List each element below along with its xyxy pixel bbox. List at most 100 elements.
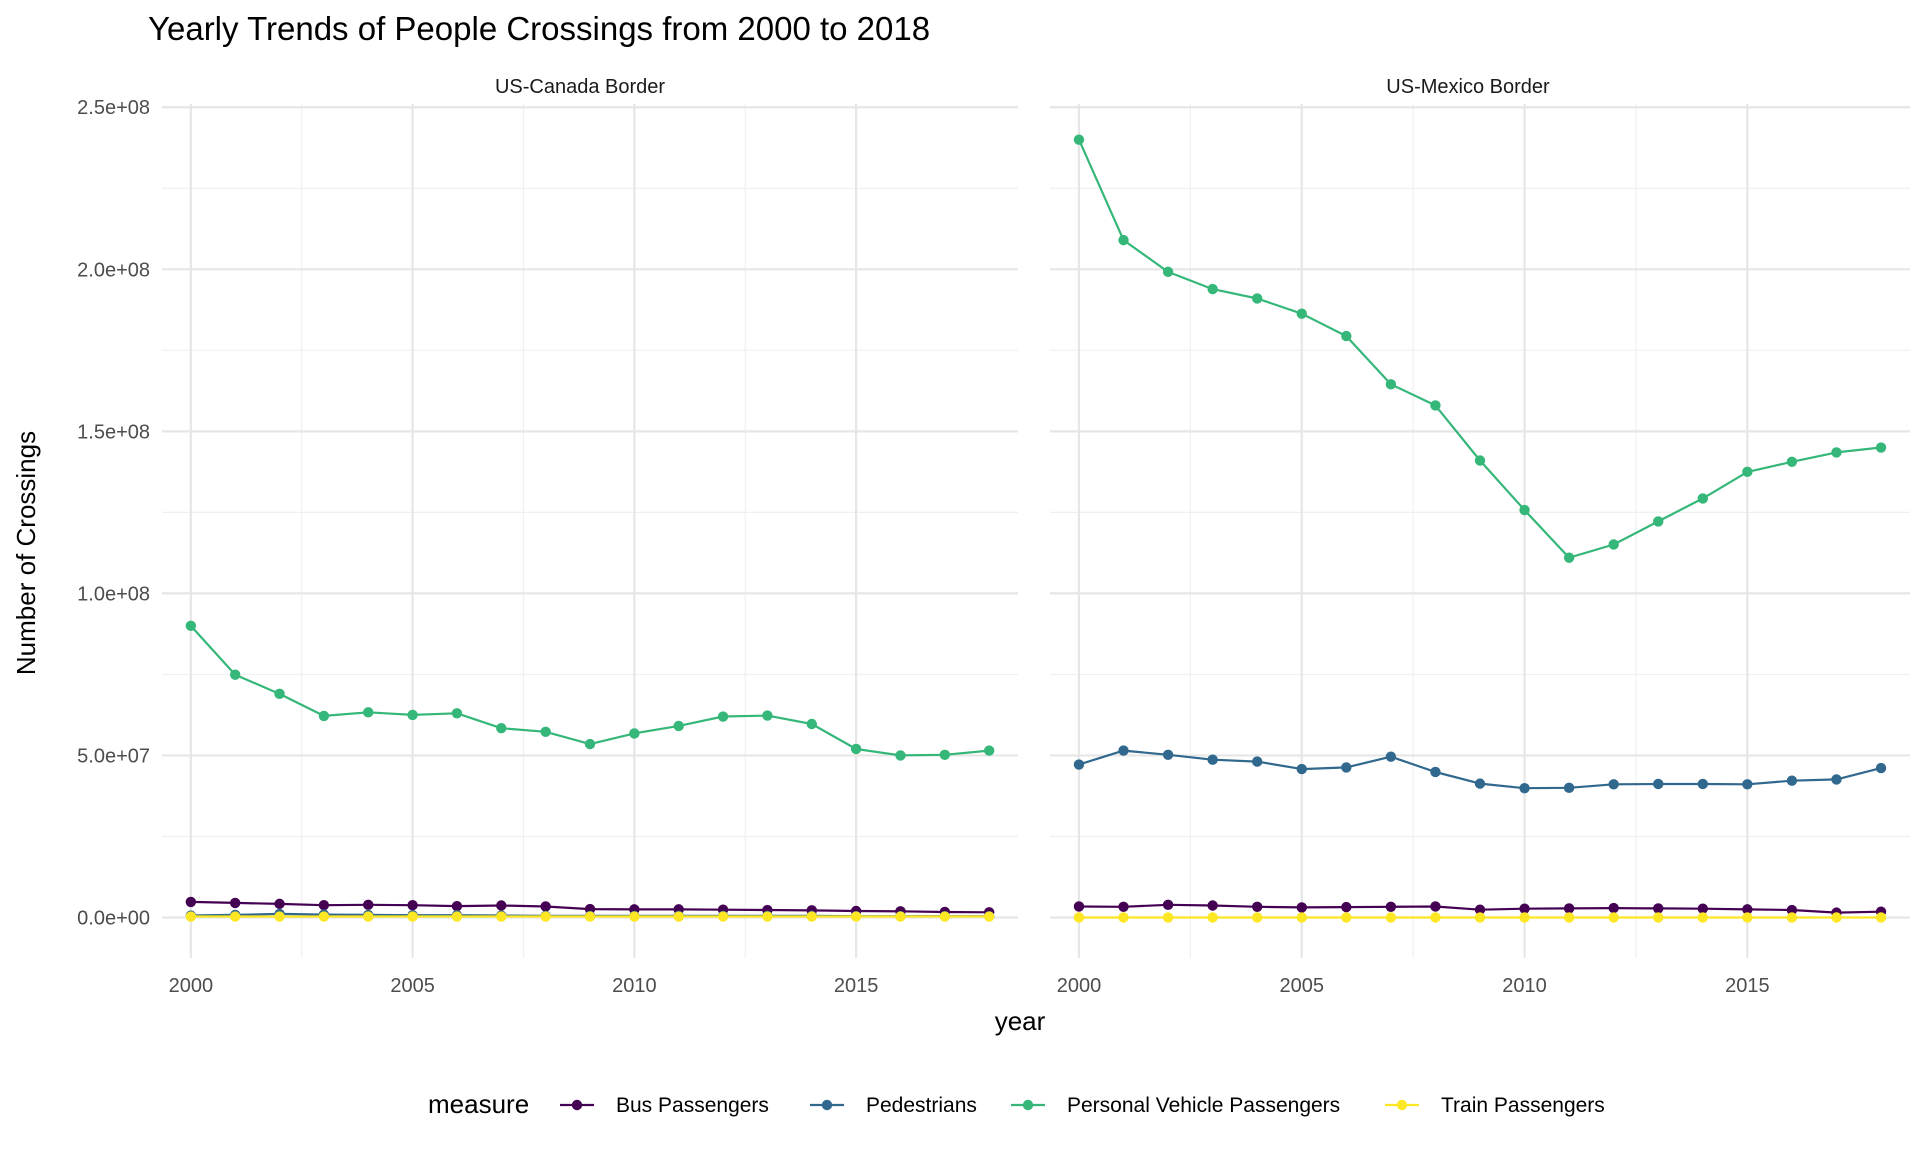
data-point [1341, 912, 1352, 923]
data-point [1519, 912, 1530, 923]
data-point [540, 911, 551, 922]
data-point [1385, 379, 1397, 390]
data-point [983, 911, 995, 922]
data-point [850, 911, 862, 922]
data-point [1385, 912, 1397, 923]
data-point [584, 911, 596, 922]
data-point [1563, 903, 1575, 914]
data-point [1786, 456, 1798, 468]
data-point [1697, 912, 1708, 923]
data-point [1519, 782, 1530, 794]
data-point [1519, 903, 1530, 914]
x-tick-label: 2000 [169, 975, 214, 997]
data-point [1252, 756, 1263, 767]
data-point [1073, 912, 1085, 923]
data-point [363, 707, 374, 718]
data-point [1653, 903, 1664, 914]
data-point [407, 899, 418, 911]
data-point [983, 745, 995, 756]
data-point [1296, 308, 1307, 319]
y-tick-label: 1.5e+08 [77, 421, 150, 443]
chart-title: Yearly Trends of People Crossings from 2… [148, 10, 930, 47]
data-point [1831, 447, 1842, 458]
data-point [1831, 912, 1842, 923]
data-point [1742, 779, 1753, 790]
data-point [1118, 901, 1129, 912]
data-point [1252, 912, 1263, 923]
data-point [1118, 912, 1129, 923]
data-point [1653, 778, 1664, 790]
x-axis-title: year [995, 1006, 1046, 1036]
data-point [717, 911, 729, 922]
data-point [540, 901, 551, 912]
data-point [939, 749, 951, 760]
legend-label: Personal Vehicle Passengers [1067, 1094, 1340, 1117]
legend-key-point [1396, 1099, 1408, 1111]
facet-label-us-mexico: US-Mexico Border [1386, 76, 1550, 98]
legend-item: Train Passengers [1385, 1094, 1605, 1117]
data-point [274, 911, 285, 922]
data-point [1697, 778, 1708, 790]
data-point [850, 743, 862, 755]
data-point [1875, 912, 1887, 923]
data-point [629, 728, 640, 739]
data-point [1207, 912, 1218, 923]
x-tick-label: 2015 [1725, 975, 1770, 997]
data-point [1608, 912, 1619, 923]
x-axis: 2000 2005 2010 2015 2000 2005 2010 2015 [169, 975, 1770, 997]
data-point [363, 899, 374, 911]
y-axis-title: Number of Crossings [11, 431, 41, 675]
legend-key-point [571, 1099, 583, 1111]
data-point [1608, 539, 1619, 550]
data-point [318, 710, 330, 722]
y-tick-label: 1.0e+08 [77, 583, 150, 605]
data-point [584, 738, 596, 750]
data-point [496, 900, 507, 911]
data-point [895, 911, 906, 922]
x-tick-label: 2010 [1502, 975, 1547, 997]
x-tick-label: 2005 [1280, 975, 1325, 997]
data-point [451, 900, 463, 912]
data-point [1786, 904, 1798, 916]
data-point [1563, 912, 1575, 923]
legend-label: Train Passengers [1441, 1094, 1605, 1117]
data-point [1563, 552, 1575, 563]
legend: measure Bus Passengers Pedestrians Persona… [428, 1089, 1605, 1119]
data-point [1742, 912, 1753, 923]
data-point [451, 708, 463, 719]
data-point [939, 911, 951, 922]
data-point [673, 911, 684, 922]
series-line [189, 625, 990, 757]
data-point [1742, 904, 1753, 915]
data-point [185, 911, 197, 922]
data-point [496, 911, 507, 922]
data-point [1519, 504, 1530, 516]
legend-item: Pedestrians [810, 1094, 977, 1117]
legend-key-point [1022, 1099, 1034, 1111]
data-point [1875, 442, 1887, 453]
data-point [1474, 904, 1486, 915]
data-point [407, 911, 418, 922]
series-line [1077, 139, 1882, 559]
data-point [1341, 762, 1352, 773]
data-point [185, 620, 197, 631]
data-point [806, 911, 817, 922]
series-train-passengers [1073, 912, 1887, 923]
legend-item: Bus Passengers [560, 1094, 769, 1117]
data-point [673, 720, 684, 732]
data-point [1608, 779, 1619, 790]
data-point [274, 688, 285, 700]
legend-key-point [821, 1099, 833, 1111]
data-point [1341, 901, 1352, 913]
gridlines [162, 104, 1018, 958]
x-tick-label: 2000 [1057, 975, 1102, 997]
data-point [1073, 901, 1085, 912]
y-tick-label: 2.5e+08 [77, 97, 150, 119]
series-personal-vehicle-passengers [185, 620, 995, 761]
data-point [229, 911, 241, 922]
data-point [1073, 759, 1085, 770]
data-point [1474, 455, 1486, 466]
data-point [1653, 516, 1664, 527]
data-point [1296, 912, 1307, 923]
